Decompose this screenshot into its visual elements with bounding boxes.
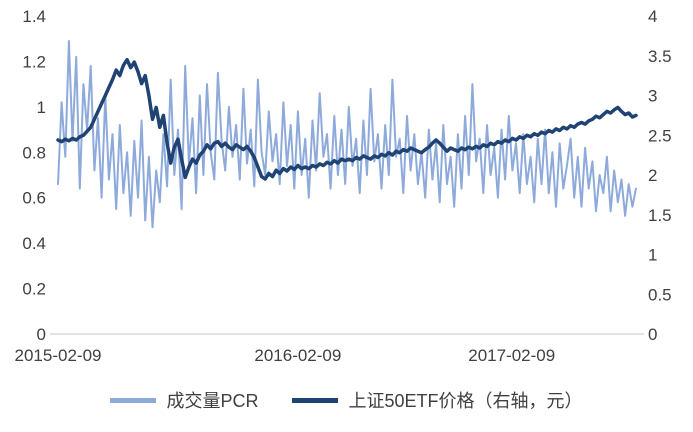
- y-left-tick-label: 0.4: [22, 234, 46, 253]
- y-left-tick-label: 1: [37, 98, 46, 117]
- legend-swatch-etf-icon: [292, 397, 339, 403]
- series-line-pcr: [57, 40, 637, 229]
- x-tick-label: 2017-02-09: [468, 346, 555, 365]
- y-right-tick-label: 4: [648, 7, 657, 26]
- y-left-tick-label: 0.8: [22, 143, 46, 162]
- y-left-tick-label: 0.2: [22, 280, 46, 299]
- y-right-tick-label: 3: [648, 87, 657, 106]
- legend-swatch-pcr-icon: [110, 397, 157, 403]
- y-left-tick-label: 0: [37, 325, 46, 344]
- series-line-etf: [56, 57, 638, 181]
- y-left-tick-label: 1.4: [22, 7, 46, 26]
- y-right-tick-label: 0.5: [648, 285, 672, 304]
- legend-item-etf: 上证50ETF价格（右轴，元）: [292, 387, 583, 413]
- y-right-tick-label: 0: [648, 325, 657, 344]
- x-tick-label: 2016-02-09: [254, 346, 341, 365]
- y-right-tick-label: 1.5: [648, 206, 672, 225]
- legend-label-etf: 上证50ETF价格（右轴，元）: [348, 391, 583, 411]
- legend-item-pcr: 成交量PCR: [110, 387, 258, 413]
- y-left-tick-label: 0.6: [22, 189, 46, 208]
- y-left-tick-label: 1.2: [22, 52, 46, 71]
- y-right-tick-label: 3.5: [648, 47, 672, 66]
- y-right-tick-label: 2.5: [648, 126, 672, 145]
- y-right-tick-label: 2: [648, 166, 657, 185]
- y-right-tick-label: 1: [648, 246, 657, 265]
- chart-canvas: 0 0.2 0.4 0.6 0.8 1 1.2 1.4 0 0.5 1 1.5 2 2.5 3 3.5 4 201…: [15, 7, 672, 365]
- x-tick-label: 2015-02-09: [15, 346, 102, 365]
- legend-label-pcr: 成交量PCR: [166, 391, 259, 411]
- chart-legend: 成交量PCR 上证50ETF价格（右轴，元）: [0, 387, 693, 413]
